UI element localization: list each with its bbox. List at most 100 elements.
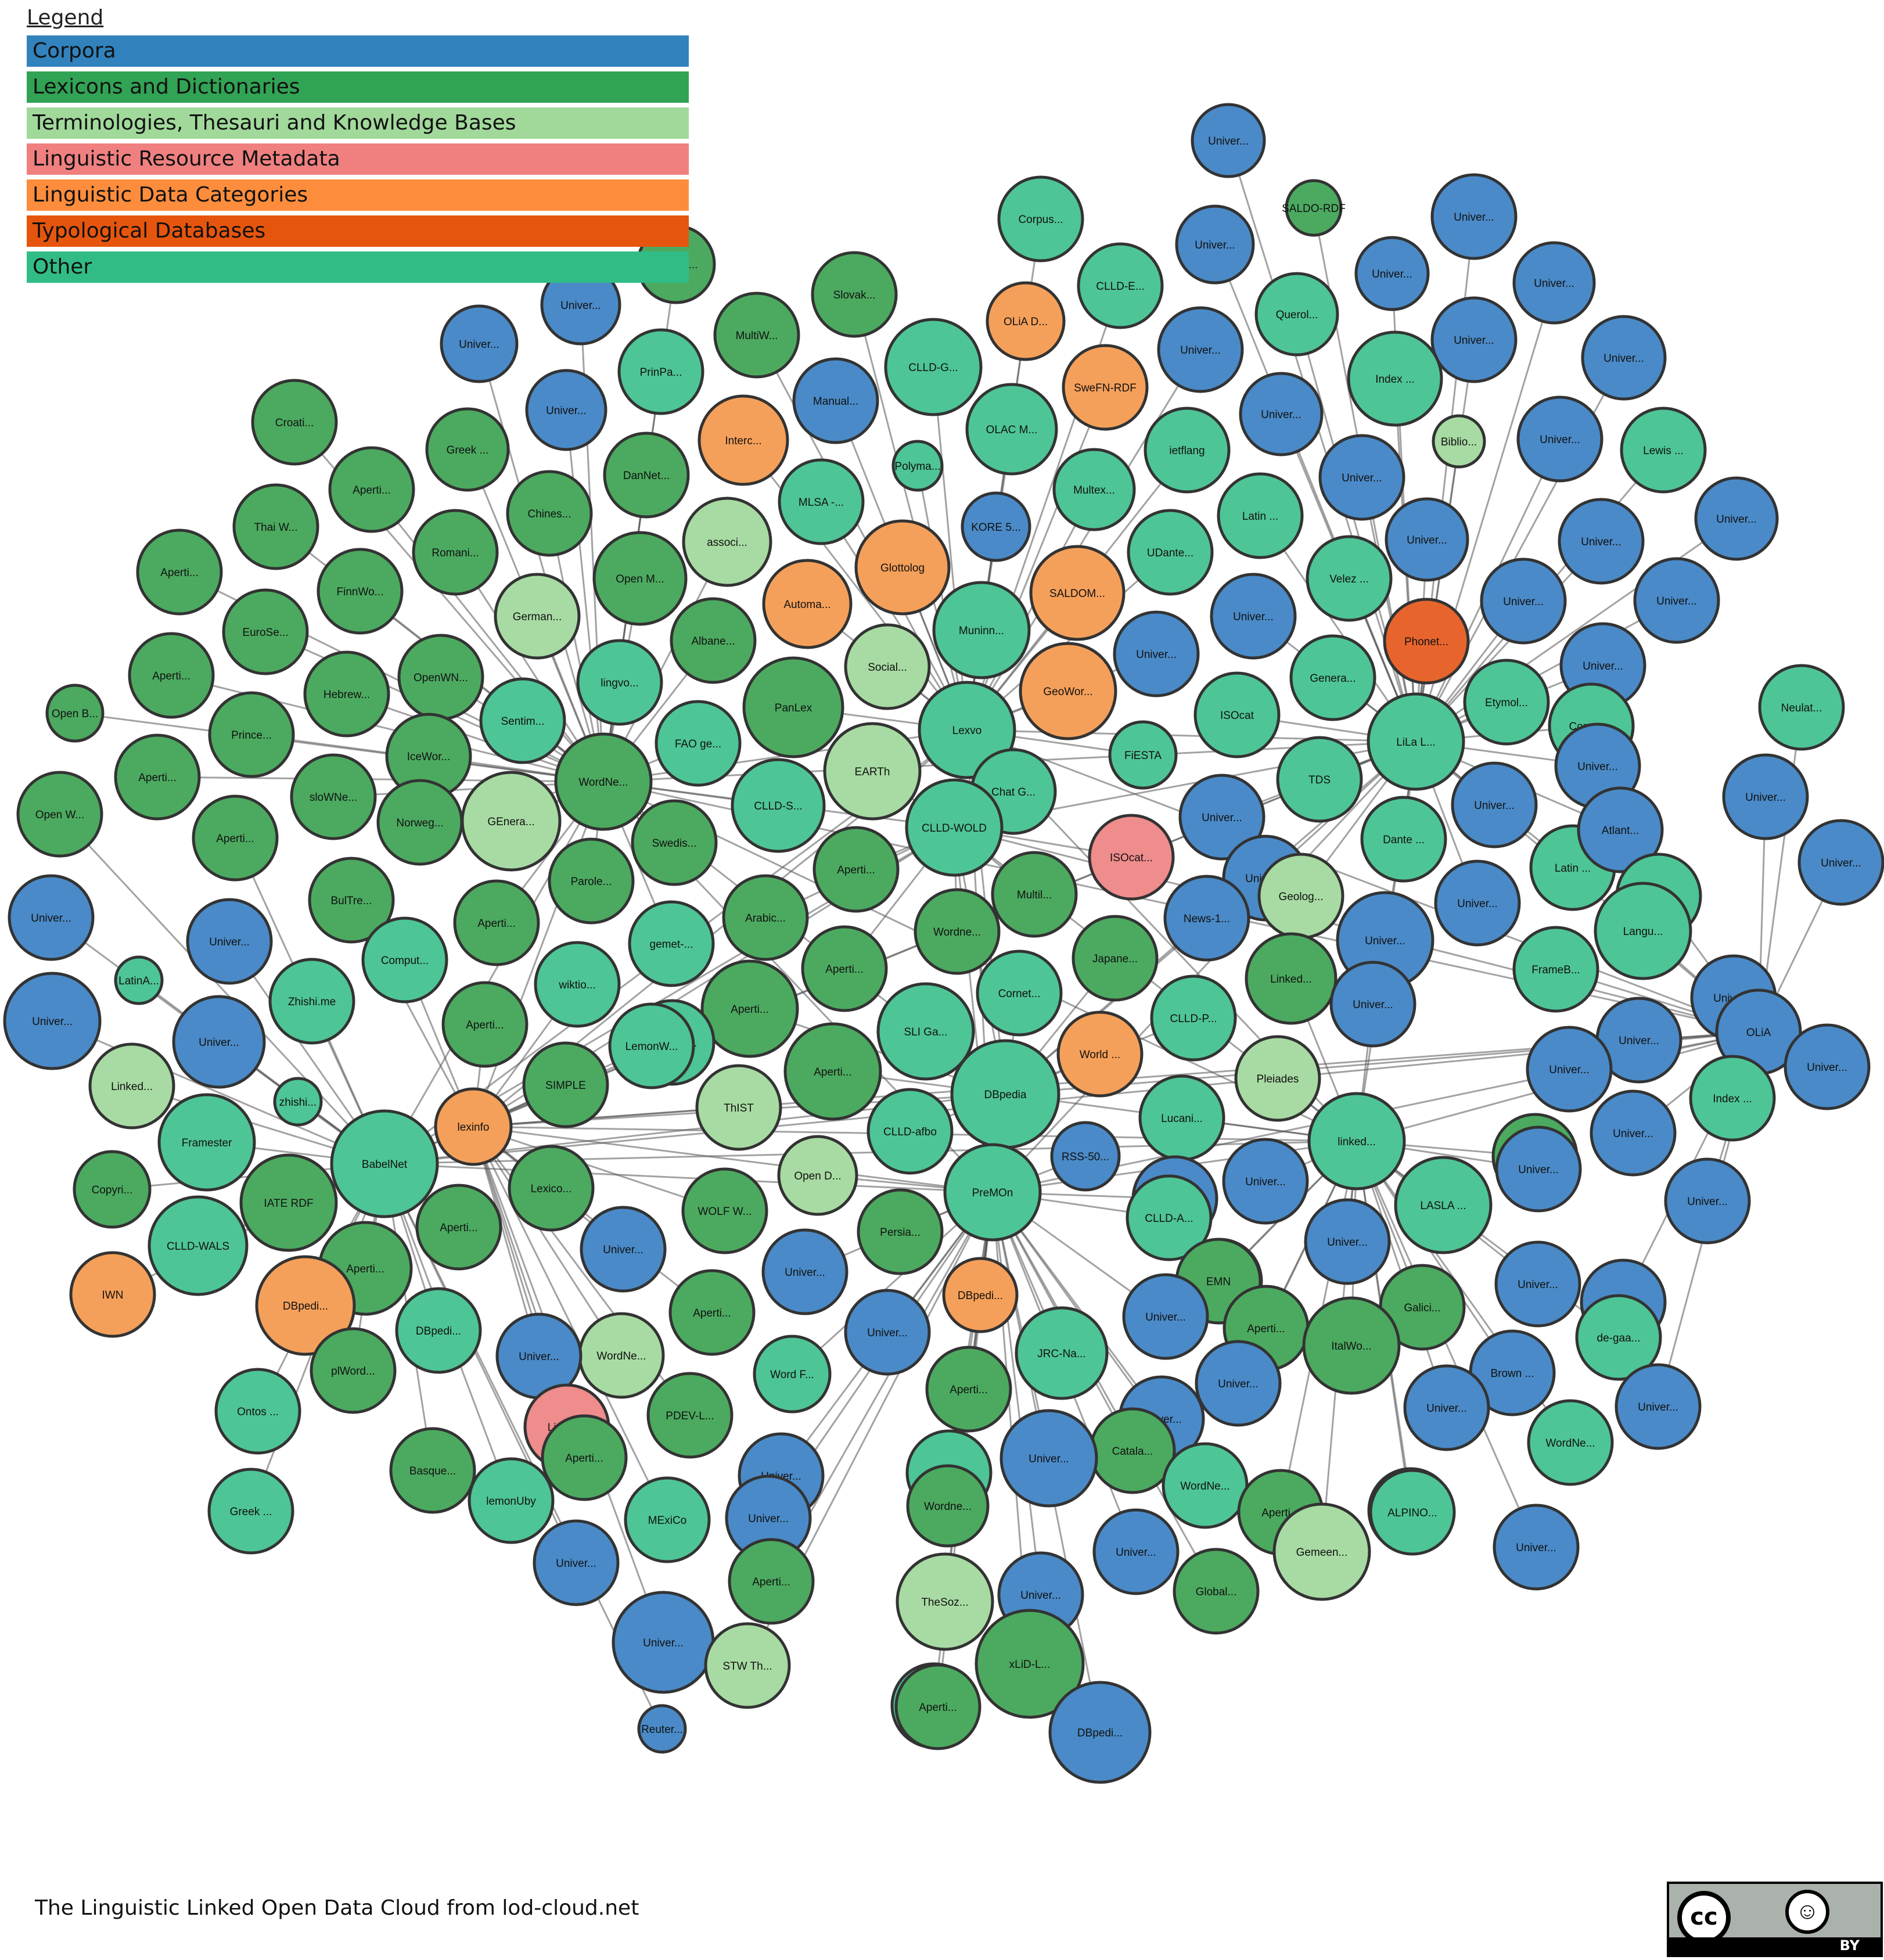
dataset-node-circle[interactable] <box>548 837 635 925</box>
dataset-node-circle[interactable] <box>1239 372 1324 456</box>
dataset-node[interactable]: Wordne... <box>906 1464 990 1548</box>
dataset-node[interactable]: Univer... <box>8 874 95 961</box>
dataset-node-circle[interactable] <box>576 639 663 726</box>
dataset-node-circle[interactable] <box>603 431 690 519</box>
dataset-node-circle[interactable] <box>88 1042 175 1130</box>
dataset-node[interactable]: xLiD-L... <box>975 1609 1085 1719</box>
dataset-node-circle[interactable] <box>1304 1198 1391 1285</box>
dataset-node-circle[interactable] <box>1722 753 1809 840</box>
dataset-node[interactable]: OLAC M... <box>965 383 1058 476</box>
dataset-node[interactable]: Thai W... <box>232 483 319 570</box>
dataset-node-circle[interactable] <box>1178 774 1265 861</box>
dataset-node-circle[interactable] <box>554 732 653 831</box>
dataset-node-circle[interactable] <box>655 700 742 787</box>
dataset-node[interactable]: Etymol... <box>1463 659 1550 746</box>
dataset-node-circle[interactable] <box>1369 1469 1456 1556</box>
dataset-node[interactable]: Sentim... <box>479 677 566 764</box>
dataset-node-circle[interactable] <box>157 1093 256 1192</box>
dataset-node[interactable]: SweFN-RDF <box>1062 344 1149 431</box>
dataset-node[interactable]: UDante... <box>1127 509 1214 596</box>
dataset-node[interactable]: DBpedi... <box>255 1255 356 1356</box>
dataset-node-circle[interactable] <box>1285 179 1343 237</box>
dataset-node-circle[interactable] <box>1512 241 1596 325</box>
dataset-node-circle[interactable] <box>942 1257 1019 1333</box>
dataset-node[interactable]: ThIST <box>695 1064 782 1151</box>
dataset-node[interactable]: CLLD-WALS <box>148 1195 249 1296</box>
dataset-node[interactable]: Parole... <box>548 837 635 925</box>
dataset-node[interactable]: MLSA -... <box>778 458 865 545</box>
dataset-node-circle[interactable] <box>308 857 395 944</box>
dataset-node-circle[interactable] <box>682 497 772 587</box>
dataset-node[interactable]: Univer... <box>1175 204 1255 285</box>
dataset-node-circle[interactable] <box>867 1088 954 1175</box>
dataset-node-circle[interactable] <box>1385 497 1469 582</box>
dataset-node[interactable]: LASLA ... <box>1394 1156 1493 1254</box>
dataset-node-circle[interactable] <box>1495 1125 1582 1213</box>
dataset-node-circle[interactable] <box>854 519 951 616</box>
dataset-node-circle[interactable] <box>1493 1504 1580 1591</box>
dataset-node-circle[interactable] <box>918 681 1016 779</box>
dataset-node[interactable]: Aperti... <box>415 1184 502 1271</box>
dataset-node[interactable]: Phonet... <box>1383 598 1470 685</box>
dataset-node-circle[interactable] <box>704 1622 791 1709</box>
dataset-node[interactable]: FinnWo... <box>317 548 404 635</box>
dataset-node[interactable]: Univer... <box>1633 557 1720 644</box>
dataset-node[interactable]: zhishi... <box>273 1077 323 1127</box>
dataset-node[interactable]: IATE RDF <box>239 1153 338 1252</box>
dataset-node-circle[interactable] <box>1516 395 1603 483</box>
dataset-node-circle[interactable] <box>494 573 581 660</box>
dataset-node[interactable]: Univer... <box>1784 1023 1871 1110</box>
dataset-node[interactable]: Romani... <box>412 509 499 596</box>
dataset-node-circle[interactable] <box>646 1372 734 1459</box>
dataset-node-circle[interactable] <box>670 597 757 684</box>
dataset-node-circle[interactable] <box>608 1002 695 1089</box>
dataset-node[interactable]: Global... <box>1173 1548 1260 1635</box>
dataset-node[interactable]: Open W... <box>16 771 103 858</box>
dataset-node[interactable]: World ... <box>1056 1010 1144 1098</box>
dataset-node-circle[interactable] <box>777 1135 858 1216</box>
dataset-node[interactable]: Zhishi.me <box>268 958 355 1045</box>
dataset-node-circle[interactable] <box>328 446 415 533</box>
dataset-node-circle[interactable] <box>1062 344 1149 431</box>
dataset-node-circle[interactable] <box>631 799 718 886</box>
dataset-node-circle[interactable] <box>330 1109 439 1218</box>
dataset-node[interactable]: Hebrew... <box>303 650 390 738</box>
dataset-node[interactable]: ietflang <box>1144 407 1231 494</box>
dataset-node[interactable]: DBpedi... <box>1048 1681 1152 1784</box>
dataset-node[interactable]: Univer... <box>844 1289 931 1376</box>
dataset-node-circle[interactable] <box>991 851 1078 938</box>
dataset-node-circle[interactable] <box>681 1167 768 1254</box>
dataset-node[interactable]: Copyri... <box>73 1150 152 1229</box>
dataset-node[interactable]: MultiW... <box>713 292 800 379</box>
dataset-node[interactable]: Brown ... <box>1469 1329 1556 1416</box>
dataset-node-circle[interactable] <box>925 1346 1012 1433</box>
dataset-node[interactable]: Aperti... <box>328 446 415 533</box>
dataset-node-circle[interactable] <box>239 1153 338 1252</box>
dataset-node[interactable]: lemonUby <box>468 1457 555 1544</box>
dataset-node-circle[interactable] <box>186 898 273 985</box>
dataset-node[interactable]: Wordne... <box>914 888 1001 975</box>
dataset-node-circle[interactable] <box>731 758 826 853</box>
dataset-node-circle[interactable] <box>128 632 215 719</box>
dataset-node-circle[interactable] <box>1784 1023 1871 1110</box>
dataset-node[interactable]: Velez ... <box>1306 535 1393 622</box>
dataset-node-circle[interactable] <box>453 879 540 966</box>
dataset-node[interactable]: Univer... <box>1122 1273 1209 1360</box>
dataset-node-circle[interactable] <box>823 722 922 821</box>
dataset-node-circle[interactable] <box>1088 814 1175 901</box>
dataset-node[interactable]: Automa... <box>762 559 853 649</box>
dataset-node[interactable]: Framester <box>157 1093 256 1192</box>
dataset-node[interactable]: Aperti... <box>700 959 799 1058</box>
dataset-node-circle[interactable] <box>986 281 1066 361</box>
dataset-node-circle[interactable] <box>136 528 223 616</box>
dataset-node[interactable]: Univer... <box>533 1519 620 1606</box>
dataset-node-circle[interactable] <box>1056 1010 1144 1098</box>
dataset-node-circle[interactable] <box>468 1457 555 1544</box>
dataset-node[interactable]: Univer... <box>440 304 519 383</box>
dataset-node[interactable]: Univer... <box>1385 497 1469 582</box>
dataset-node-circle[interactable] <box>534 941 621 1028</box>
dataset-node[interactable]: Univer... <box>3 972 102 1070</box>
dataset-node[interactable]: Univer... <box>1797 819 1884 906</box>
dataset-node[interactable]: Univer... <box>1493 1504 1580 1591</box>
dataset-node[interactable]: Persia... <box>857 1188 944 1275</box>
